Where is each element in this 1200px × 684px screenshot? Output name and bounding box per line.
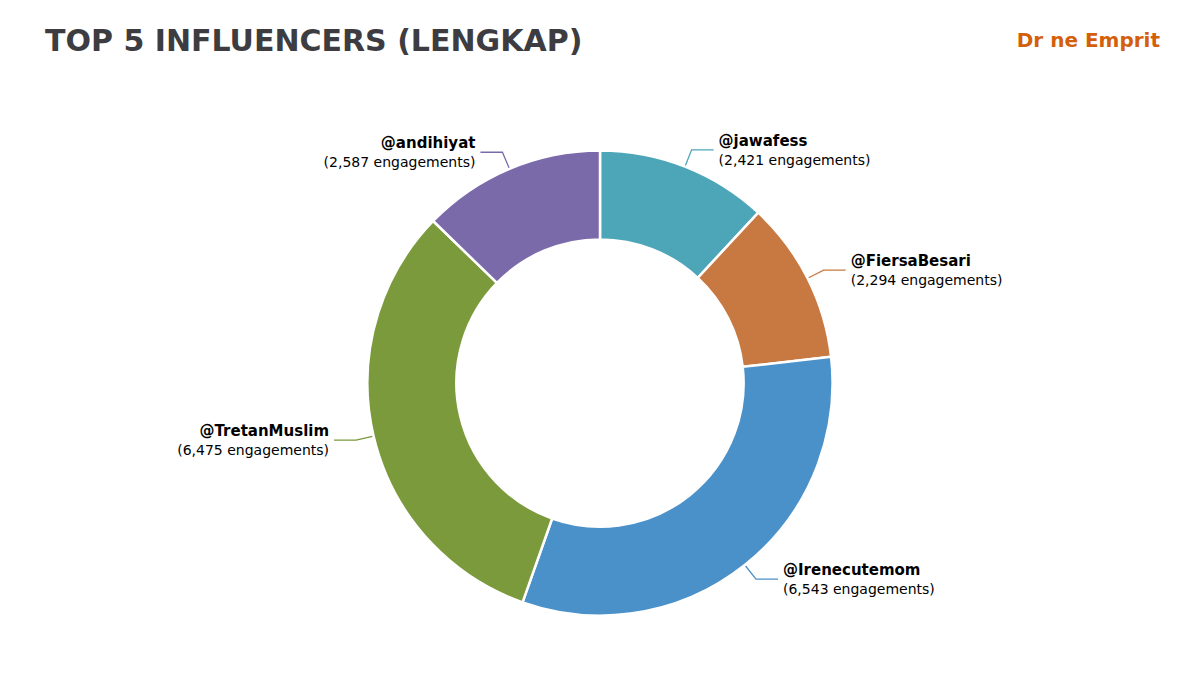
svg-text:@jawafess: @jawafess bbox=[719, 132, 808, 150]
svg-text:(2,421 engagements): (2,421 engagements) bbox=[719, 152, 871, 168]
svg-text:@andihiyat: @andihiyat bbox=[381, 134, 476, 152]
svg-text:(6,475 engagements): (6,475 engagements) bbox=[177, 442, 329, 458]
svg-text:TOP 5 INFLUENCERS (LENGKAP): TOP 5 INFLUENCERS (LENGKAP) bbox=[45, 23, 582, 58]
svg-text:(2,294 engagements): (2,294 engagements) bbox=[851, 272, 1003, 288]
svg-text:Dr ne Emprit: Dr ne Emprit bbox=[1017, 28, 1161, 52]
svg-text:(6,543 engagements): (6,543 engagements) bbox=[783, 581, 935, 597]
svg-text:@FiersaBesari: @FiersaBesari bbox=[851, 252, 971, 270]
svg-text:@TretanMuslim: @TretanMuslim bbox=[199, 422, 329, 440]
svg-text:(2,587 engagements): (2,587 engagements) bbox=[324, 154, 476, 170]
svg-text:@Irenecutemom: @Irenecutemom bbox=[783, 561, 920, 579]
